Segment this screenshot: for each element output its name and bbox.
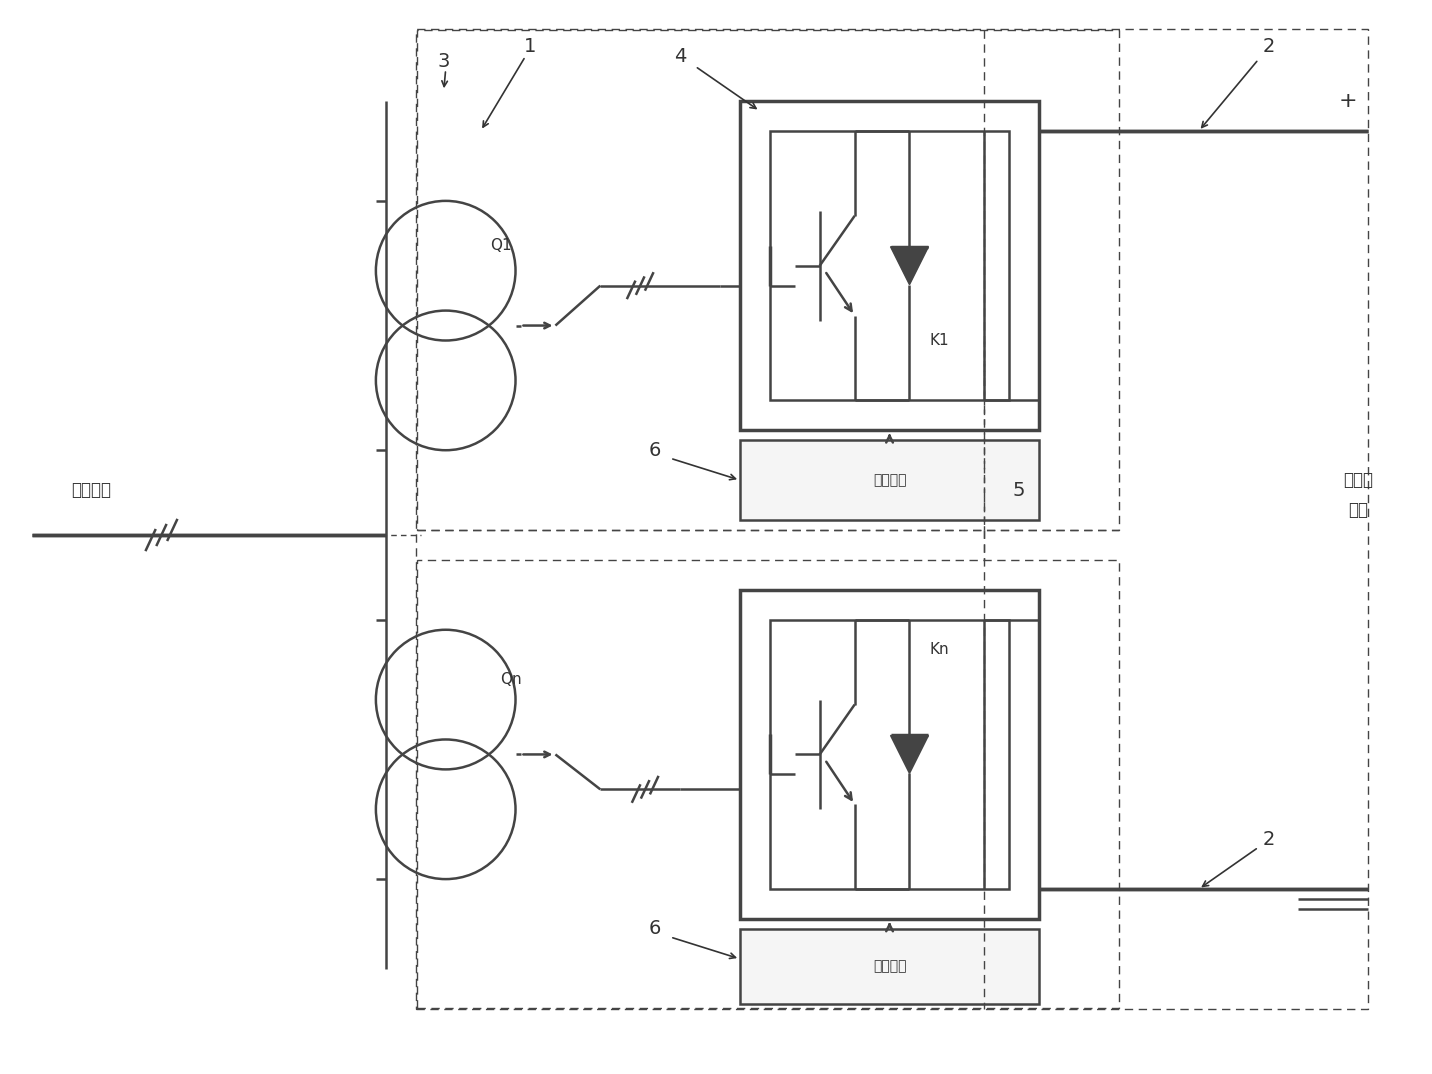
Text: +: + xyxy=(1339,91,1358,111)
Text: 直流接: 直流接 xyxy=(1343,471,1373,489)
Text: 6: 6 xyxy=(649,919,662,939)
Text: K1: K1 xyxy=(929,333,949,348)
Polygon shape xyxy=(891,247,928,285)
Bar xyxy=(740,101,1040,431)
Bar xyxy=(740,440,1040,520)
Text: Kn: Kn xyxy=(929,642,949,657)
Text: 触网: 触网 xyxy=(1349,502,1369,519)
Text: 3: 3 xyxy=(438,52,450,71)
Text: 交流电网: 交流电网 xyxy=(72,481,112,499)
Text: 1: 1 xyxy=(524,37,537,56)
Bar xyxy=(740,929,1040,1004)
Bar xyxy=(415,29,1369,1008)
Bar xyxy=(770,131,1010,401)
Text: 2: 2 xyxy=(1263,37,1274,56)
Text: 2: 2 xyxy=(1263,830,1274,848)
Bar xyxy=(770,620,1010,889)
Bar xyxy=(417,30,1118,529)
Text: 控制单元: 控制单元 xyxy=(872,959,906,973)
Bar xyxy=(417,560,1118,1007)
Text: 5: 5 xyxy=(1012,481,1025,499)
Polygon shape xyxy=(891,736,928,773)
Text: 6: 6 xyxy=(649,440,662,460)
Text: 控制单元: 控制单元 xyxy=(872,474,906,488)
Bar xyxy=(740,590,1040,919)
Text: Qn: Qn xyxy=(500,672,521,687)
Text: 4: 4 xyxy=(674,47,686,66)
Text: Q1: Q1 xyxy=(490,238,511,253)
